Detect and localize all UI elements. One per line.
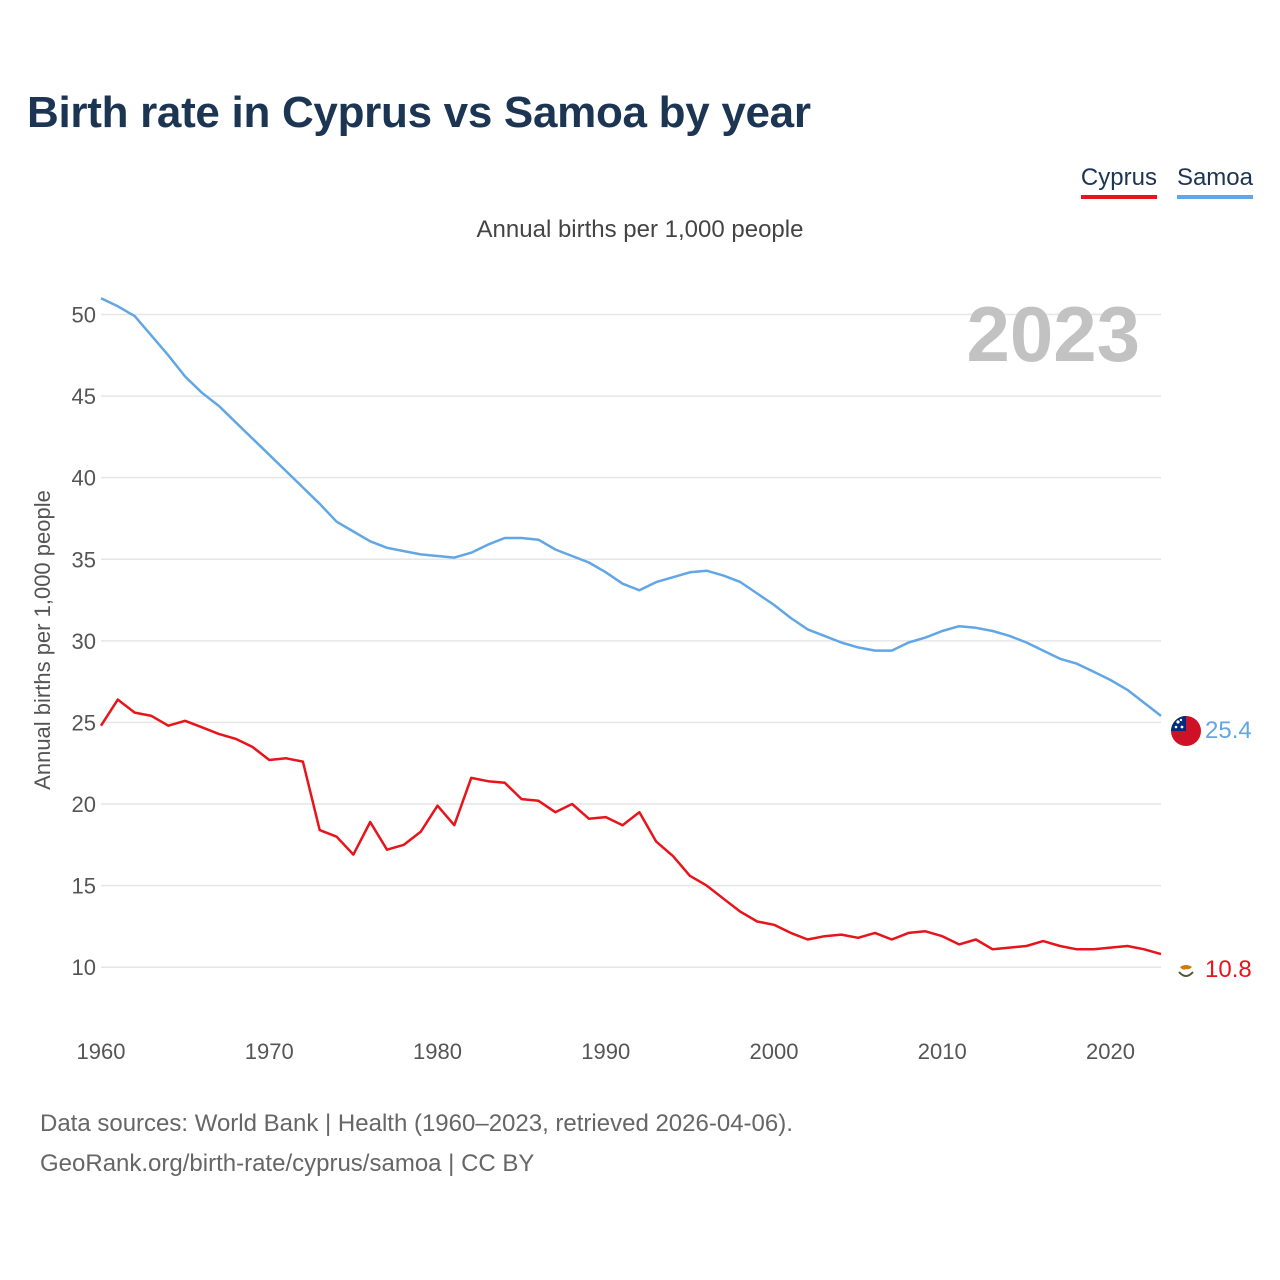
x-tick-label: 2020 <box>1086 1039 1135 1064</box>
current-year-label: 2023 <box>966 290 1140 378</box>
samoa-flag-icon <box>1171 716 1201 746</box>
y-tick-label: 25 <box>72 710 96 735</box>
y-axis-label: Annual births per 1,000 people <box>30 490 55 790</box>
y-tick-label: 10 <box>72 955 96 980</box>
y-tick-label: 30 <box>72 629 96 654</box>
x-tick-label: 2010 <box>918 1039 967 1064</box>
x-tick-label: 1960 <box>77 1039 126 1064</box>
x-axis-ticks: 1960 1970 1980 1990 2000 2010 2020 <box>77 1039 1135 1064</box>
legend-item-samoa[interactable]: Samoa <box>1176 164 1253 199</box>
y-tick-label: 15 <box>72 874 96 899</box>
series-line-cyprus <box>99 698 1162 956</box>
chart-title: Birth rate in Cyprus vs Samoa by year <box>27 88 811 137</box>
series-line-samoa <box>100 297 1162 717</box>
x-tick-label: 2000 <box>750 1039 799 1064</box>
samoa-end-value: 25.4 <box>1205 717 1252 744</box>
gridlines <box>101 313 1161 968</box>
y-axis-ticks: 10 15 20 25 30 35 40 45 50 <box>72 302 96 980</box>
x-tick-label: 1970 <box>245 1039 294 1064</box>
chart-subtitle: Annual births per 1,000 people <box>476 216 804 243</box>
y-tick-label: 20 <box>72 792 96 817</box>
y-tick-label: 50 <box>72 302 96 327</box>
footer-link[interactable]: GeoRank.org/birth-rate/cyprus/samoa | CC… <box>40 1150 535 1177</box>
y-tick-label: 40 <box>72 466 96 491</box>
legend-item-cyprus[interactable]: Cyprus <box>1080 164 1157 199</box>
y-tick-label: 45 <box>72 384 96 409</box>
x-tick-label: 1990 <box>581 1039 630 1064</box>
legend: Cyprus Samoa <box>1080 164 1253 199</box>
cyprus-end-value: 10.8 <box>1205 956 1252 983</box>
x-tick-label: 1980 <box>413 1039 462 1064</box>
series-lines <box>99 297 1162 956</box>
footer-sources: Data sources: World Bank | Health (1960–… <box>40 1110 793 1137</box>
cyprus-flag-icon <box>1172 956 1200 984</box>
footer: Data sources: World Bank | Health (1960–… <box>40 1104 793 1184</box>
y-tick-label: 35 <box>72 547 96 572</box>
